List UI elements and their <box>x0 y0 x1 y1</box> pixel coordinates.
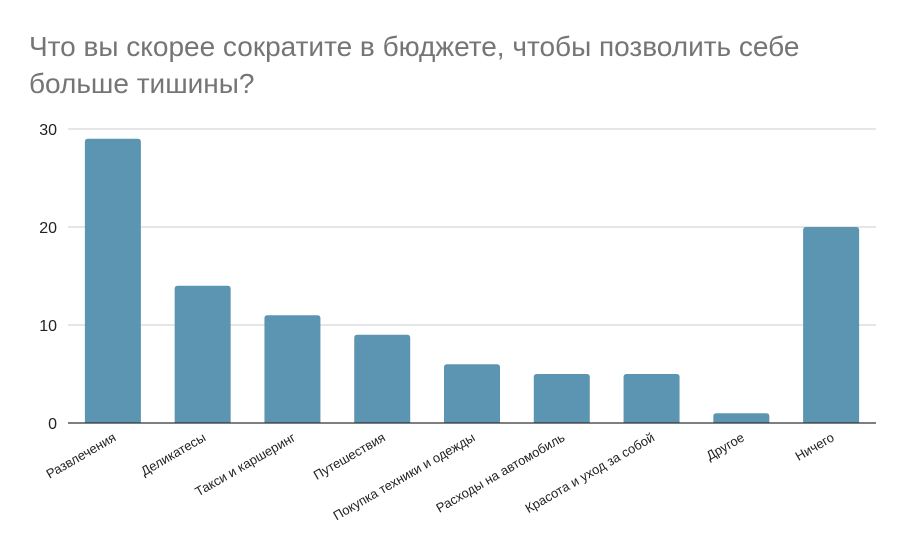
bar <box>444 364 500 423</box>
x-category-label: Такси и каршеринг <box>192 429 298 499</box>
x-category-label: Другое <box>704 430 747 464</box>
bar <box>803 227 860 423</box>
bar <box>84 138 141 424</box>
y-tick-label: 0 <box>48 416 57 433</box>
bar <box>354 334 411 423</box>
y-tick-label: 30 <box>39 122 57 139</box>
y-tick-label: 20 <box>39 220 57 237</box>
bars <box>84 138 860 424</box>
chart-title: Что вы скорее сократите в бюджете, чтобы… <box>29 31 800 99</box>
bar <box>713 413 770 423</box>
x-category-label: Путешествия <box>311 430 388 483</box>
y-tick-label: 10 <box>39 318 57 335</box>
y-axis-ticks: 0 10 20 30 <box>39 122 57 433</box>
x-category-label: Деликатесы <box>138 430 208 479</box>
bar <box>623 374 680 423</box>
x-category-label: Покупка техники и одежды <box>330 430 477 524</box>
x-category-label: Ничего <box>792 430 836 464</box>
bar <box>533 374 590 423</box>
bar <box>174 285 231 423</box>
x-category-label: Развлечения <box>44 430 119 482</box>
bar <box>264 315 321 423</box>
